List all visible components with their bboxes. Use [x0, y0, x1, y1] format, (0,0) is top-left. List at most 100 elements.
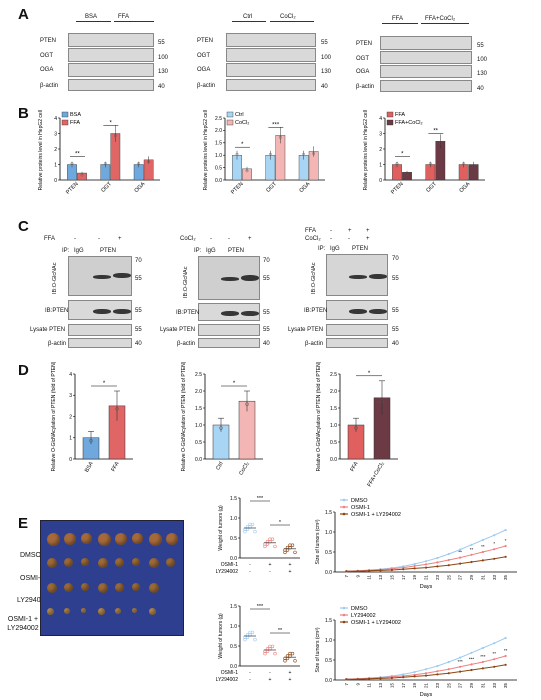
x-tick-label: 17	[401, 683, 406, 689]
y-tick-label: 1.5	[215, 141, 222, 147]
x-tick-label: 31	[480, 575, 485, 581]
legend-marker	[342, 498, 346, 502]
data-point	[302, 152, 306, 156]
data-point	[368, 569, 371, 572]
tumor-specimen	[166, 533, 178, 545]
row-label: OGT	[40, 53, 53, 59]
data-point	[459, 562, 462, 565]
legend-swatch	[61, 119, 69, 126]
data-point	[424, 566, 428, 569]
y-tick-label: 0.0	[330, 457, 337, 463]
x-tick-label: 15	[389, 575, 394, 581]
data-point	[288, 651, 292, 656]
data-point	[470, 651, 473, 654]
ib-pten-label: IB:PTEN	[176, 310, 200, 316]
y-tick-label: 2	[69, 414, 72, 420]
mw-marker: 70	[392, 256, 399, 262]
group-label: BSA	[85, 14, 98, 20]
x-tick-label: 21	[424, 575, 429, 581]
data-point	[380, 399, 384, 403]
mw-marker: 40	[392, 341, 399, 347]
treatment-label: CoCl₂	[180, 236, 196, 242]
y-tick-label: 1.5	[325, 510, 332, 516]
data-point	[447, 564, 450, 567]
data-point	[504, 555, 507, 558]
data-point	[312, 152, 316, 155]
data-point	[459, 665, 462, 668]
group-label: FFA	[392, 16, 404, 22]
x-tick-label: CoCl₂	[238, 461, 250, 476]
x-tick-label: OGT	[100, 181, 113, 194]
lane-label: IgG	[330, 246, 340, 252]
data-point	[248, 522, 252, 527]
mw-marker: 130	[477, 71, 488, 77]
sign: -	[269, 670, 271, 676]
bar-chart-b1: Relative proteins level in HepG2 cells 0 1…	[38, 110, 160, 196]
blot-strip	[380, 65, 472, 78]
data-point	[245, 169, 249, 173]
y-tick-label: 1.5	[230, 604, 237, 610]
sig-mark: *	[493, 541, 495, 546]
y-tick-label: 2.0	[330, 389, 337, 395]
lysate-label: Lysate PTEN	[288, 327, 324, 333]
sign: +	[289, 562, 292, 568]
legend-swatch	[386, 111, 394, 118]
data-point	[402, 568, 405, 571]
x-tick-label: FFA	[110, 461, 120, 473]
blot-strip	[226, 79, 316, 91]
x-tick-label: BSA	[84, 461, 95, 474]
sign: -	[330, 236, 332, 242]
data-point	[379, 677, 382, 680]
data-point	[115, 407, 119, 411]
blot-strip	[380, 80, 472, 92]
blot-ib-pten	[198, 303, 260, 321]
blot-ib-pten	[326, 300, 388, 320]
x-tick-label: OGT	[425, 181, 438, 194]
sig-mark: **	[278, 628, 283, 634]
data-point	[493, 548, 496, 551]
group-label: CoCl₂	[280, 14, 296, 20]
x-tick-label: 9	[355, 575, 360, 578]
x-tick-label: 29	[469, 575, 474, 581]
panel-d-charts: Relative O-GlcNAcylation of PTEN (fold o…	[51, 362, 398, 488]
y-tick-label: 0.5	[215, 165, 222, 171]
x-tick-label: 31	[480, 683, 485, 689]
blot-strip	[68, 33, 154, 47]
data-point	[436, 673, 439, 676]
y-tick-label: 4	[379, 116, 382, 122]
sig-mark: **	[504, 648, 508, 653]
data-point	[459, 548, 462, 551]
y-tick-label: 1.5	[325, 618, 332, 624]
y-tick-label: 3	[54, 131, 57, 137]
data-point	[424, 672, 428, 675]
data-point	[481, 538, 484, 542]
treatment-label: CoCl₂	[305, 236, 321, 242]
y-tick-label: 1.0	[195, 423, 202, 429]
image-row-label: OSMI-1 + LY294002	[7, 616, 39, 632]
sig-mark: ***	[257, 496, 264, 502]
sign: +	[289, 670, 292, 676]
x-axis-label: Days	[420, 692, 433, 698]
data-point	[278, 135, 282, 139]
sign: +	[118, 236, 122, 242]
data-point	[436, 556, 439, 560]
sign: +	[366, 228, 370, 234]
treatment-row-label: LY294002	[216, 677, 239, 683]
y-axis-label: Relative O-GlcNAcylation of PTEN (fold o…	[51, 362, 57, 471]
treatment-row-label: LY294002	[216, 569, 239, 575]
data-point	[462, 162, 466, 165]
data-point	[436, 561, 439, 564]
sign: -	[348, 236, 350, 242]
data-point	[436, 565, 439, 568]
row-label: OGT	[356, 56, 369, 62]
sign: -	[74, 236, 76, 242]
tumor-photo	[40, 520, 184, 636]
x-tick-label: OGA	[134, 181, 147, 194]
growth-plot-1: Size of tumors (cm³) 0.0 0.5 1.0 1.5 7 9 11 13 15…	[315, 498, 517, 590]
x-tick-label: PTEN	[390, 181, 405, 196]
data-point	[481, 660, 484, 664]
data-point	[436, 670, 439, 673]
sig-mark: ***	[257, 604, 264, 610]
data-point	[493, 658, 496, 661]
tumor-specimen	[47, 558, 57, 568]
